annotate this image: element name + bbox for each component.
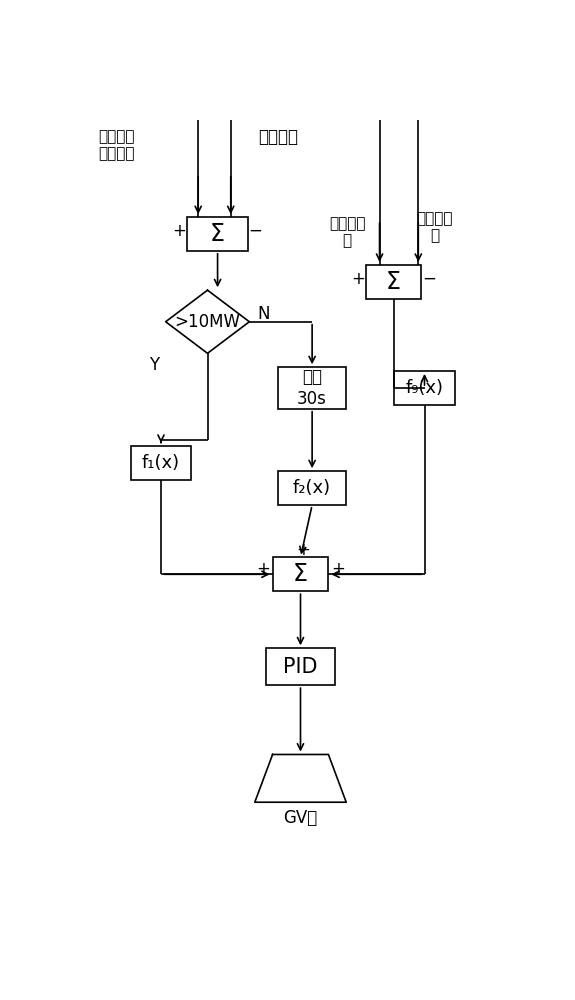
- Text: 延时
30s: 延时 30s: [297, 368, 327, 408]
- Text: 热负荷指
令: 热负荷指 令: [329, 216, 365, 249]
- Text: +: +: [172, 222, 186, 240]
- Text: PID: PID: [283, 657, 318, 677]
- Text: +: +: [331, 560, 344, 578]
- Text: GV阀: GV阀: [283, 809, 317, 827]
- Text: N: N: [257, 305, 270, 323]
- Bar: [278, 471, 346, 505]
- Bar: [131, 446, 191, 480]
- Text: −: −: [248, 222, 262, 240]
- Text: +: +: [296, 541, 310, 559]
- Text: Σ: Σ: [293, 562, 308, 586]
- Text: Σ: Σ: [210, 222, 225, 246]
- Bar: [273, 557, 328, 591]
- Text: 限速目标
负荷指令: 限速目标 负荷指令: [98, 129, 135, 162]
- Text: f₂(x): f₂(x): [293, 479, 331, 497]
- Text: Y: Y: [150, 356, 159, 374]
- Text: f₉(x): f₉(x): [405, 379, 443, 397]
- Text: f₁(x): f₁(x): [142, 454, 180, 472]
- Bar: [266, 648, 335, 685]
- Text: 当前热负
荷: 当前热负 荷: [416, 211, 453, 243]
- Text: +: +: [256, 560, 270, 578]
- Bar: [366, 265, 421, 299]
- Bar: [278, 367, 346, 409]
- Text: Σ: Σ: [386, 270, 401, 294]
- Text: −: −: [422, 270, 436, 288]
- Bar: [394, 371, 455, 405]
- Text: +: +: [351, 270, 365, 288]
- Text: 有功功率: 有功功率: [258, 128, 298, 146]
- Bar: [187, 217, 248, 251]
- Text: >10MW: >10MW: [174, 313, 240, 331]
